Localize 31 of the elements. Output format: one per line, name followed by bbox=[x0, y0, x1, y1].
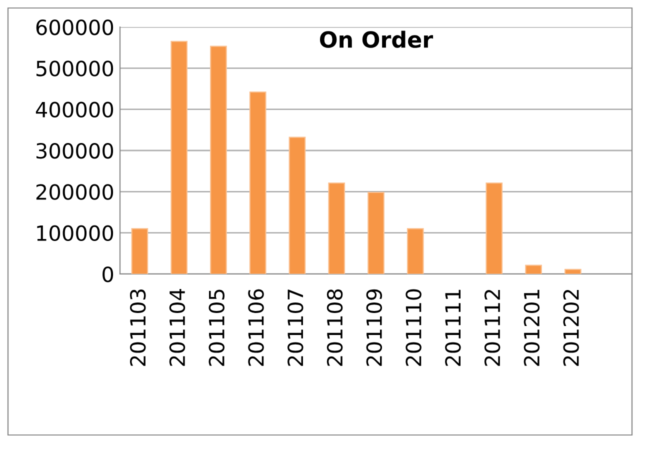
x-tick-label: 201202 bbox=[563, 290, 579, 366]
x-tick-label: 201112 bbox=[484, 290, 500, 366]
bar bbox=[486, 182, 503, 274]
y-tick-label: 500000 bbox=[36, 60, 114, 76]
bar bbox=[328, 182, 346, 274]
x-tick-label: 201107 bbox=[288, 290, 304, 366]
x-tick-label: 201105 bbox=[208, 290, 225, 366]
bar bbox=[170, 40, 188, 274]
x-tick-label: 201109 bbox=[366, 289, 382, 366]
y-tick-label: 600000 bbox=[36, 19, 114, 36]
y-tick-label: 100000 bbox=[37, 225, 114, 242]
y-tick-label: 300000 bbox=[36, 142, 114, 159]
y-tick-label: 400000 bbox=[36, 102, 114, 118]
chart-title: On Order bbox=[320, 30, 434, 48]
bar bbox=[564, 268, 582, 274]
x-tick-label: 201104 bbox=[169, 289, 186, 366]
x-tick-label: 201201 bbox=[524, 290, 540, 366]
x-tick-label: 201110 bbox=[406, 289, 422, 366]
bar bbox=[406, 228, 424, 274]
bar bbox=[210, 46, 227, 274]
y-tick-label: 0 bbox=[102, 266, 114, 282]
bar bbox=[368, 192, 384, 274]
y-tick-label: 200000 bbox=[36, 184, 114, 200]
bar bbox=[288, 136, 306, 274]
bar bbox=[131, 228, 148, 274]
x-tick-label: 201108 bbox=[326, 289, 343, 366]
x-tick-label: 201106 bbox=[248, 289, 264, 366]
x-tick-label: 201103 bbox=[130, 290, 146, 366]
x-tick-label: 201111 bbox=[445, 290, 461, 366]
bar bbox=[249, 91, 266, 274]
bar bbox=[525, 264, 542, 274]
